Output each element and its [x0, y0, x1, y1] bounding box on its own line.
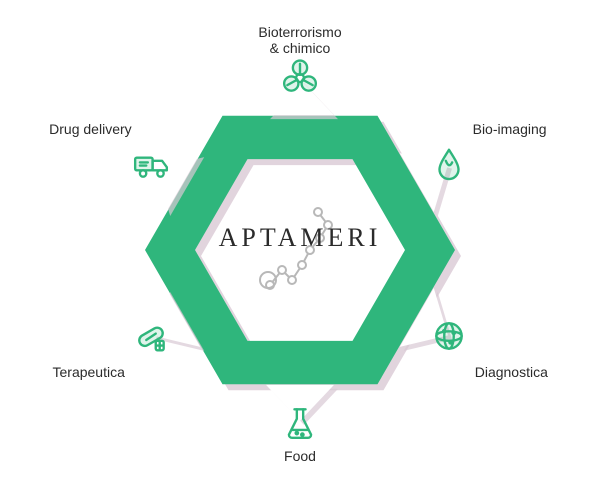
- bioimaging-label: Bio-imaging: [473, 121, 547, 137]
- therapeutics-label: Terapeutica: [52, 364, 124, 380]
- aptamer-hex-diagram: APTAMERI Bioterrorismo & chimico Bio-ima…: [0, 0, 600, 500]
- food-label: Food: [284, 448, 316, 464]
- center-title: APTAMERI: [219, 223, 382, 253]
- drugdelivery-label: Drug delivery: [49, 121, 131, 137]
- bioimaging-icon: [430, 145, 468, 183]
- diagnostics-icon: [430, 317, 468, 355]
- bioterrorism-label: Bioterrorismo & chimico: [258, 24, 341, 56]
- diagnostics-label: Diagnostica: [475, 364, 548, 380]
- therapeutics-icon: [132, 317, 170, 355]
- bioterrorism-icon: [281, 59, 319, 97]
- food-icon: [281, 403, 319, 441]
- drugdelivery-icon: [132, 145, 170, 183]
